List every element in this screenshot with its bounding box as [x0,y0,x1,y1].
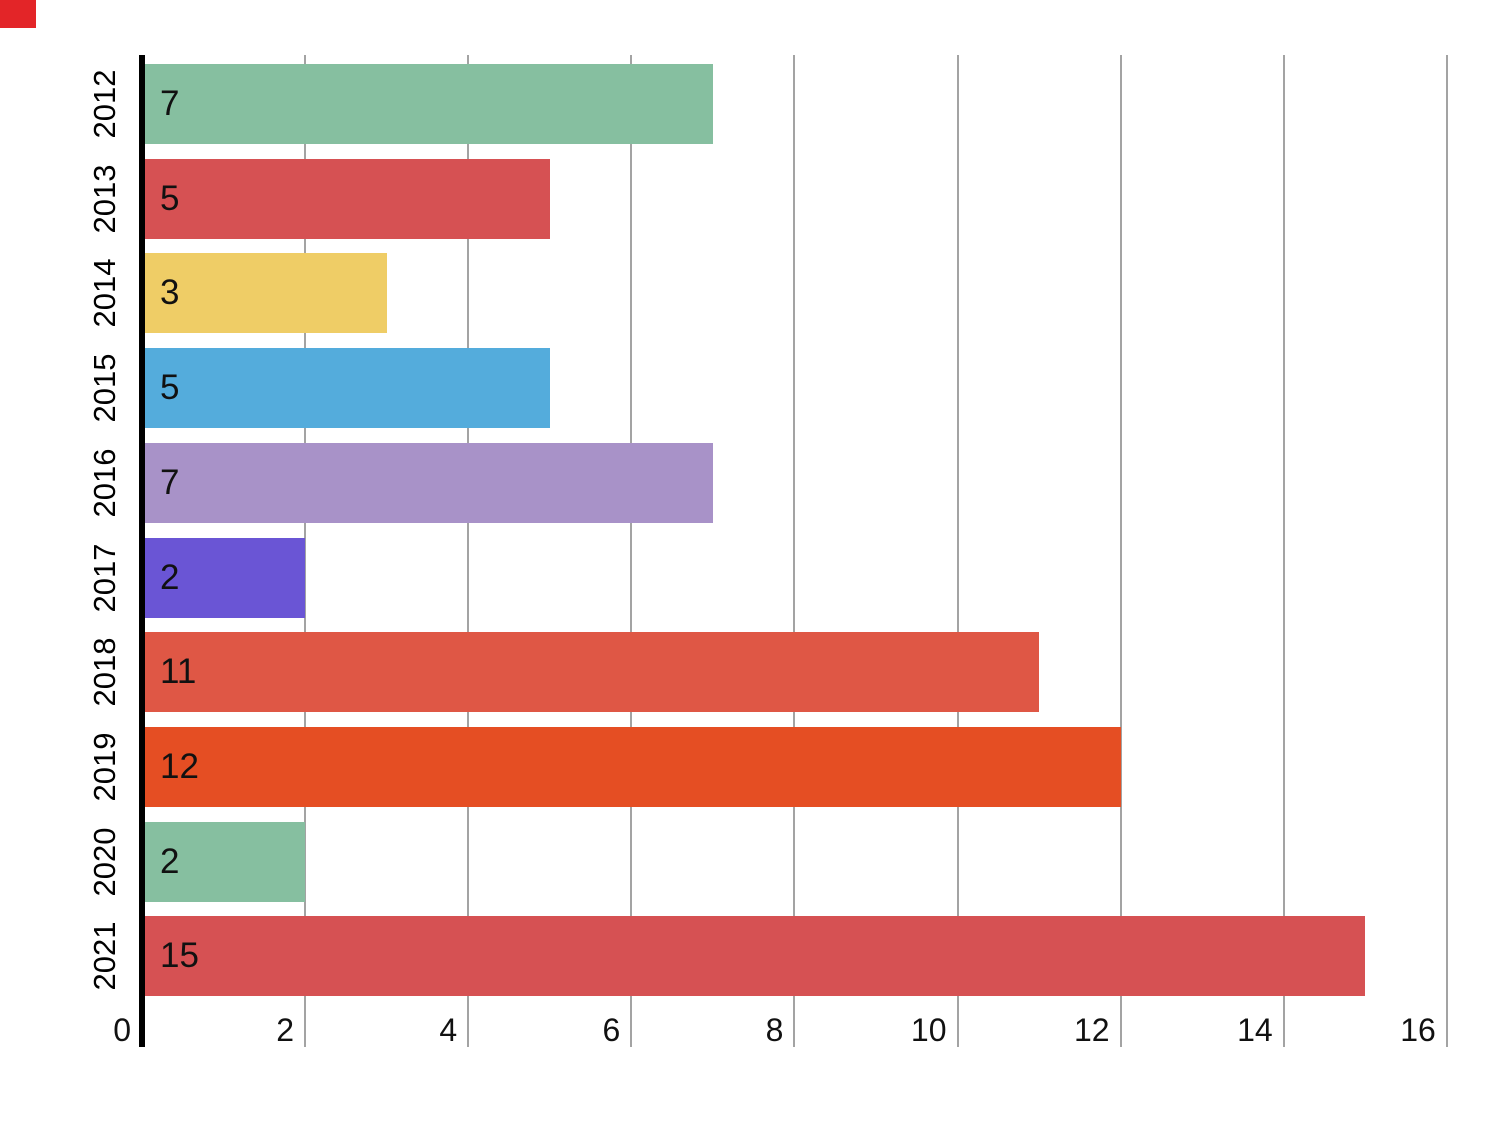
x-tick-label-0: 0 [113,1012,131,1048]
x-tick-label-14: 14 [1237,1012,1273,1048]
bar-2013 [145,158,550,239]
red-corner-marker [0,0,36,28]
bar-value-label-2014: 3 [160,273,180,313]
y-tick-label-2018: 2018 [87,637,122,707]
y-tick-label-2021: 2021 [87,921,122,991]
y-axis-spine [139,55,145,1047]
gridline-x-16 [1445,55,1448,1047]
gridline-x-10 [956,55,959,1047]
gridline-x-6 [630,55,633,1047]
bar-value-label-2021: 15 [160,936,199,976]
x-tick-label-6: 6 [602,1012,621,1048]
x-tick-label-10: 10 [910,1012,947,1048]
gridline-x-4 [467,55,470,1047]
bar-value-label-2013: 5 [160,178,180,218]
bar-2014 [145,253,387,334]
bar-value-label-2017: 2 [160,557,180,597]
gridline-x-14 [1282,55,1285,1047]
bar-2018 [145,632,1040,713]
y-tick-label-2013: 2013 [87,164,122,234]
bar-2020 [145,821,306,902]
x-tick-label-16: 16 [1400,1012,1436,1048]
y-tick-label-2016: 2016 [87,448,122,518]
bar-2015 [145,348,550,429]
bar-value-label-2018: 11 [160,652,197,692]
y-tick-label-2012: 2012 [87,69,122,139]
y-tick-label-2019: 2019 [87,732,122,802]
bar-value-label-2016: 7 [160,462,180,502]
gridline-x-12 [1119,55,1122,1047]
gridline-x-8 [793,55,796,1047]
bar-value-label-2020: 2 [160,841,180,881]
x-tick-label-8: 8 [765,1012,784,1048]
bar-value-label-2019: 12 [160,746,199,786]
y-tick-label-2020: 2020 [87,827,122,897]
y-tick-label-2014: 2014 [87,258,122,328]
bar-2021 [145,916,1366,997]
y-tick-label-2017: 2017 [87,543,122,612]
bar-2019 [145,726,1121,807]
x-tick-label-4: 4 [439,1012,458,1048]
bar-value-label-2015: 5 [160,368,180,408]
bar-value-label-2012: 7 [160,84,180,123]
y-tick-label-2015: 2015 [87,353,122,423]
x-tick-label-12: 12 [1074,1012,1110,1048]
bar-2012 [145,64,713,144]
gridline-x-2 [304,55,307,1047]
x-tick-label-2: 2 [276,1012,295,1048]
bar-2016 [145,442,713,523]
bar-2017 [145,537,306,618]
